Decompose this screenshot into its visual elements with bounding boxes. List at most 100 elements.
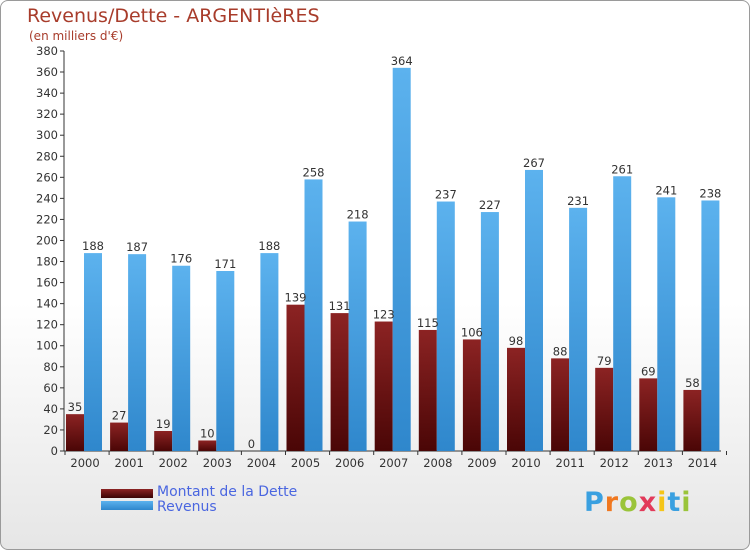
proxiti-letter: i <box>681 487 692 518</box>
data-label-debt: 115 <box>417 316 439 330</box>
x-tick-label: 2005 <box>291 456 320 470</box>
data-label-debt: 123 <box>373 308 395 322</box>
data-label-debt: 69 <box>641 364 656 378</box>
legend-label-revenue: Revenus <box>157 499 217 515</box>
x-tick-label: 2009 <box>467 456 496 470</box>
x-tick-label: 2011 <box>556 456 585 470</box>
bar-debt-2013 <box>639 378 658 451</box>
data-label-debt: 106 <box>461 325 483 339</box>
y-tick-label: 240 <box>36 191 58 205</box>
chart-title: Revenus/Dette - ARGENTIèRES <box>27 5 320 27</box>
x-tick-label: 2004 <box>247 456 276 470</box>
bar-revenue-2010 <box>525 169 543 451</box>
y-tick-label: 100 <box>36 339 58 353</box>
y-tick-label: 140 <box>36 297 58 311</box>
data-label-revenue: 171 <box>214 257 236 271</box>
data-label-revenue: 258 <box>303 165 325 179</box>
y-tick-label: 320 <box>36 107 58 121</box>
bar-debt-2010 <box>507 347 525 451</box>
y-tick-label: 300 <box>36 128 58 142</box>
bar-revenue-2007 <box>392 67 411 451</box>
bar-revenue-2006 <box>348 221 367 451</box>
data-label-debt: 19 <box>156 417 171 431</box>
bar-debt-2012 <box>595 367 614 451</box>
data-label-revenue: 364 <box>391 54 413 68</box>
chart-subtitle: (en milliers d'€) <box>29 29 124 43</box>
proxiti-logo: Proxiti <box>584 487 694 527</box>
data-label-revenue: 231 <box>567 194 589 208</box>
data-label-debt: 79 <box>597 354 612 368</box>
data-label-revenue: 187 <box>126 240 148 254</box>
data-label-debt: 139 <box>285 291 307 305</box>
data-label-debt: 10 <box>200 426 215 440</box>
data-label-debt: 131 <box>329 299 351 313</box>
y-tick-label: 380 <box>36 44 58 58</box>
y-tick-label: 280 <box>36 149 58 163</box>
x-tick-label: 2014 <box>688 456 717 470</box>
data-label-debt: 58 <box>685 376 700 390</box>
data-label-revenue: 188 <box>258 239 280 253</box>
x-tick-label: 2010 <box>511 456 540 470</box>
y-tick-label: 80 <box>43 360 58 374</box>
bar-debt-2009 <box>462 339 481 451</box>
data-label-debt: 35 <box>68 400 83 414</box>
x-tick-label: 2013 <box>644 456 673 470</box>
data-label-debt: 88 <box>553 344 568 358</box>
y-tick-label: 120 <box>36 318 58 332</box>
bar-revenue-2009 <box>480 212 499 451</box>
data-label-revenue: 241 <box>655 183 677 197</box>
bar-revenue-2008 <box>436 201 455 451</box>
proxiti-letter: x <box>638 487 658 518</box>
x-tick-label: 2008 <box>423 456 452 470</box>
proxiti-letter: r <box>604 487 620 518</box>
x-tick-label: 2012 <box>600 456 629 470</box>
proxiti-letter: i <box>657 487 668 518</box>
bar-revenue-2003 <box>216 271 235 451</box>
bar-debt-2011 <box>551 358 570 451</box>
y-tick-label: 200 <box>36 233 58 247</box>
data-labels: 35 27 19 10 0 139 131 123 115 106 98 88 79 69 58 188 187… <box>68 54 722 451</box>
bar-debt-2007 <box>374 321 393 451</box>
bar-revenue-2011 <box>569 207 588 451</box>
bar-revenue-2001 <box>128 254 147 451</box>
data-label-revenue: 261 <box>611 162 633 176</box>
data-label-debt: 0 <box>248 437 255 451</box>
y-tick-label: 0 <box>51 444 58 458</box>
y-tick-label: 260 <box>36 170 58 184</box>
data-label-revenue: 176 <box>170 252 192 266</box>
x-tick-label: 2006 <box>335 456 364 470</box>
bar-debt-2002 <box>154 431 173 451</box>
bar-revenue-2005 <box>304 179 323 451</box>
y-tick-label: 20 <box>43 423 58 437</box>
y-tick-label: 340 <box>36 86 58 100</box>
bar-debt-2008 <box>418 329 437 451</box>
bar-revenue-2000 <box>84 253 102 451</box>
data-label-revenue: 237 <box>435 188 457 202</box>
y-tick-label: 40 <box>43 402 58 416</box>
bar-debt-2003 <box>198 440 217 451</box>
data-label-debt: 98 <box>509 334 524 348</box>
x-tick-label: 2001 <box>115 456 144 470</box>
data-label-debt: 27 <box>112 409 127 423</box>
proxiti-letter: t <box>667 487 682 518</box>
proxiti-letter: o <box>619 487 639 518</box>
bar-debt-2005 <box>286 304 305 451</box>
bar-revenue-2004 <box>260 253 279 451</box>
data-label-revenue: 267 <box>523 156 545 170</box>
bar-revenue-2014 <box>701 200 720 451</box>
bar-debt-2001 <box>110 422 129 451</box>
proxiti-letter: P <box>584 487 605 518</box>
legend-label-debt: Montant de la Dette <box>157 484 298 500</box>
data-label-revenue: 188 <box>82 239 104 253</box>
legend-swatch-revenue <box>101 501 153 510</box>
data-label-revenue: 218 <box>347 208 369 222</box>
y-tick-label: 220 <box>36 212 58 226</box>
bar-debt-2014 <box>683 389 702 451</box>
data-label-revenue: 227 <box>479 198 501 212</box>
bar-debt-2006 <box>330 313 349 451</box>
bar-revenue-2013 <box>657 197 676 451</box>
x-tick-label: 2000 <box>70 456 99 470</box>
bar-revenue-2012 <box>613 176 632 451</box>
x-tick-label: 2007 <box>379 456 408 470</box>
